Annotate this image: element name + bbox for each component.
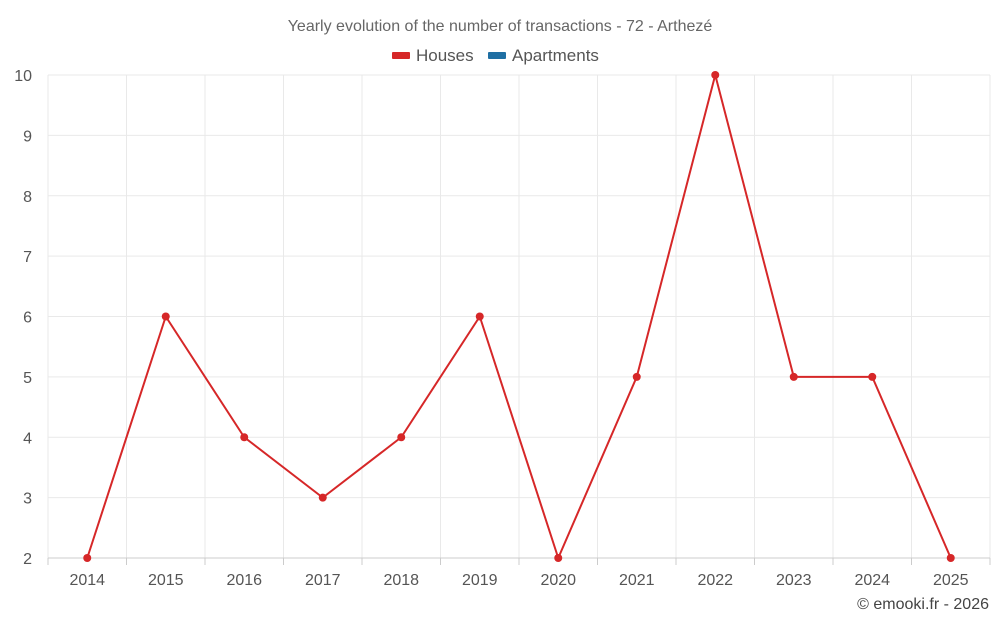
legend-label-houses: Houses xyxy=(416,46,474,65)
series-line xyxy=(86,74,952,559)
x-tick-label: 2015 xyxy=(148,572,184,589)
chart-title: Yearly evolution of the number of transa… xyxy=(288,18,713,35)
y-tick-label: 7 xyxy=(23,249,32,266)
legend-item-houses[interactable]: Houses xyxy=(392,46,474,65)
y-tick-label: 9 xyxy=(23,128,32,145)
x-tick-label: 2014 xyxy=(69,572,105,589)
legend-item-apartments[interactable]: Apartments xyxy=(488,46,599,65)
y-tick-label: 5 xyxy=(23,370,32,387)
x-tick-label: 2020 xyxy=(540,572,576,589)
data-point[interactable] xyxy=(240,433,249,442)
y-tick-label: 6 xyxy=(23,310,32,327)
x-tick-label: 2016 xyxy=(226,572,262,589)
axes: 2 3 4 5 6 7 8 9 10 2014 2015 2016 2017 2018 2019 2020 20… xyxy=(14,68,991,589)
data-point[interactable] xyxy=(161,312,170,321)
x-tick-label: 2019 xyxy=(462,572,498,589)
data-point[interactable] xyxy=(711,71,720,79)
gridlines xyxy=(47,74,991,558)
data-point[interactable] xyxy=(789,372,798,381)
x-tick-label: 2025 xyxy=(933,572,969,589)
y-tick-label: 4 xyxy=(23,430,32,447)
x-tick-label: 2017 xyxy=(305,572,341,589)
data-point[interactable] xyxy=(318,493,327,502)
y-tick-label: 10 xyxy=(14,68,32,85)
data-point[interactable] xyxy=(554,554,563,562)
y-tick-label: 2 xyxy=(23,551,32,568)
data-point[interactable] xyxy=(83,554,92,562)
x-tick-label: 2018 xyxy=(383,572,419,589)
legend-swatch-apartments xyxy=(488,52,506,59)
x-tick-label: 2022 xyxy=(697,572,733,589)
data-point[interactable] xyxy=(632,372,641,381)
series-houses xyxy=(83,71,955,562)
legend-swatch-houses xyxy=(392,52,410,59)
x-tick-label: 2024 xyxy=(854,572,890,589)
x-tick-label: 2023 xyxy=(776,572,812,589)
data-point[interactable] xyxy=(946,554,955,562)
credit-text: © emooki.fr - 2026 xyxy=(857,596,989,613)
legend-label-apartments: Apartments xyxy=(512,46,599,65)
data-point[interactable] xyxy=(475,312,484,321)
legend: Houses Apartments xyxy=(392,46,599,65)
x-tick-label: 2021 xyxy=(619,572,655,589)
data-point[interactable] xyxy=(868,372,877,381)
y-tick-label: 3 xyxy=(23,491,32,508)
y-tick-label: 8 xyxy=(23,189,32,206)
data-point[interactable] xyxy=(397,433,406,442)
